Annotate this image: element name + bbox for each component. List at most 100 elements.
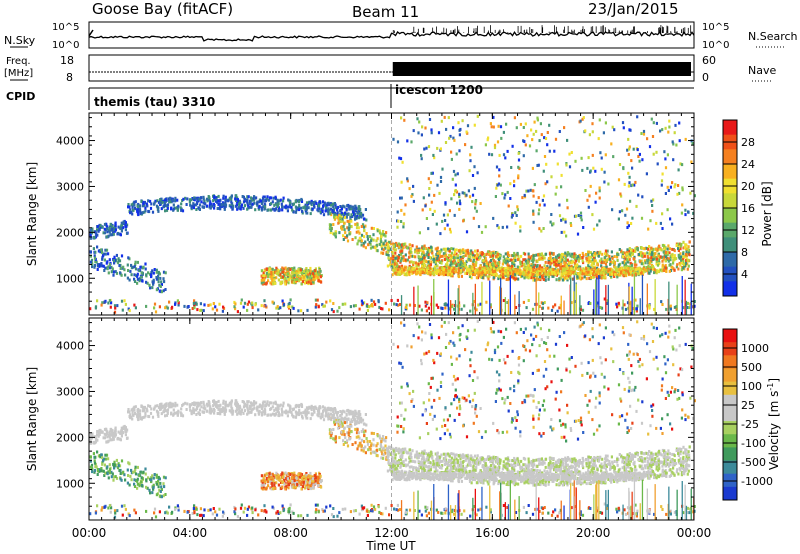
scatter-cell [514, 211, 517, 215]
scatter-cell [230, 200, 233, 204]
scatter-cell [661, 128, 664, 132]
scatter-cell [108, 258, 111, 262]
power-ylabel: Slant Range [km] [25, 162, 39, 266]
scatter-cell [581, 251, 584, 255]
scatter-cell [626, 251, 629, 255]
scatter-cell [642, 132, 646, 136]
scatter-cell [394, 248, 397, 252]
scatter-streak [593, 289, 595, 315]
scatter-cell [573, 272, 576, 276]
scatter-cell [138, 209, 141, 213]
scatter-cell [294, 415, 298, 419]
scatter-cell [410, 269, 413, 273]
scatter-cell [421, 264, 424, 268]
scatter-cell [128, 309, 131, 313]
scatter-cell [487, 250, 490, 254]
scatter-cell [275, 306, 278, 310]
scatter-cell [95, 233, 98, 237]
scatter-cell [652, 252, 655, 256]
scatter-cell [320, 280, 323, 284]
scatter-cell [594, 169, 597, 173]
scatter-cell [452, 261, 455, 265]
scatter-cell [592, 166, 595, 170]
scatter-cell [555, 263, 558, 266]
scatter-cell [137, 207, 140, 211]
scatter-cell [479, 302, 482, 306]
scatter-cell [416, 117, 419, 121]
scatter-cell [118, 232, 122, 236]
scatter-cell [113, 261, 116, 265]
scatter-cell [663, 244, 666, 248]
scatter-cell [552, 222, 555, 226]
scatter-cell [451, 177, 454, 181]
scatter-cell [335, 215, 338, 219]
scatter-cell [600, 167, 603, 171]
scatter-cell [616, 267, 619, 271]
scatter-cell [308, 200, 311, 204]
scatter-cell [450, 272, 453, 276]
scatter-cell [665, 307, 668, 311]
scatter-cell [490, 259, 493, 262]
scatter-cell [519, 272, 522, 276]
scatter-cell [432, 257, 436, 261]
scatter-cell [419, 261, 422, 265]
scatter-cell [363, 301, 366, 305]
scatter-cell [117, 225, 120, 229]
scatter-cell [531, 307, 535, 311]
scatter-cell [687, 210, 690, 214]
scatter-cell [287, 198, 290, 202]
scatter-cell [538, 203, 541, 207]
scatter-cell [408, 270, 411, 274]
scatter-cell [684, 213, 687, 217]
scatter-cell [350, 225, 353, 229]
scatter-cell [587, 250, 590, 254]
scatter-cell [597, 268, 600, 272]
scatter-cell [673, 185, 676, 189]
scatter-cell [223, 207, 226, 211]
scatter-cell [553, 258, 556, 262]
scatter-cell [327, 212, 330, 216]
freq-right-label: Nave [748, 64, 776, 77]
scatter-cell [400, 264, 403, 268]
scatter-cell [489, 263, 492, 267]
scatter-cell [350, 219, 353, 223]
scatter-cell [600, 306, 604, 310]
scatter-cell [558, 306, 561, 310]
scatter-cell [341, 219, 344, 223]
scatter-cell [420, 270, 423, 274]
scatter-cell [620, 270, 623, 274]
scatter-cell [120, 226, 123, 230]
scatter-cell [533, 258, 536, 262]
scatter-cell [444, 254, 447, 258]
scatter-cell [412, 261, 415, 265]
scatter-cell [668, 251, 671, 255]
scatter-cell [268, 270, 271, 274]
scatter-cell [601, 268, 604, 271]
scatter-cell [450, 251, 454, 255]
scatter-cell [432, 271, 435, 275]
scatter-cell [324, 209, 327, 213]
scatter-streak [514, 294, 516, 315]
scatter-cell [271, 272, 274, 276]
scatter-cell [668, 125, 671, 129]
scatter-cell [439, 180, 443, 183]
scatter-cell [399, 196, 402, 200]
scatter-cell [459, 252, 462, 256]
scatter-streak [573, 291, 575, 315]
scatter-cell [611, 256, 614, 260]
scatter-cell [664, 126, 667, 130]
scatter-cell [607, 273, 610, 276]
scatter-cell [516, 258, 520, 262]
scatter-cell [100, 303, 103, 307]
scatter-cell [215, 308, 219, 312]
scatter-cell [528, 268, 531, 272]
scatter-cell [292, 210, 295, 214]
scatter-cell [490, 153, 494, 157]
scatter-cell [615, 302, 618, 306]
scatter-cell [108, 230, 111, 234]
scatter-cell [113, 304, 117, 308]
scatter-cell [555, 270, 558, 274]
scatter-cell [504, 252, 507, 256]
scatter-cell [257, 207, 260, 211]
